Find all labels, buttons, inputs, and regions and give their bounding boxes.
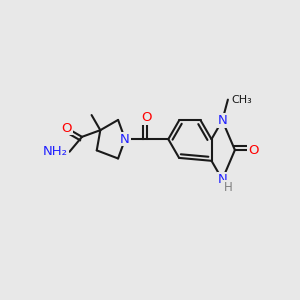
Text: NH₂: NH₂ [43, 145, 68, 158]
Text: N: N [120, 133, 130, 146]
Text: N: N [218, 173, 227, 186]
Text: O: O [142, 111, 152, 124]
Text: O: O [61, 122, 72, 135]
Text: CH₃: CH₃ [231, 94, 252, 105]
Text: N: N [218, 114, 227, 127]
Text: O: O [248, 143, 259, 157]
Text: H: H [224, 181, 233, 194]
